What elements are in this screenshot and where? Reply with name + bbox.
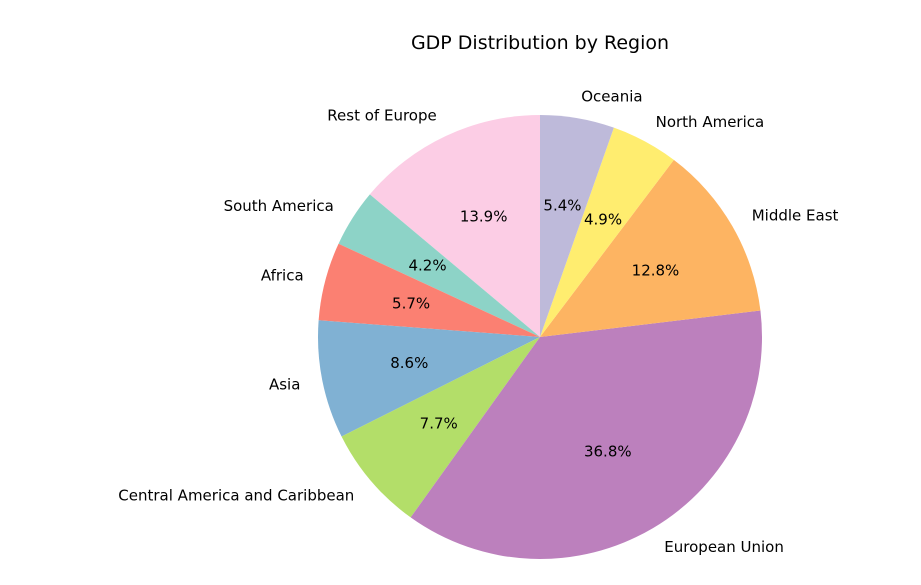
pct-label-rest-of-europe: 13.9% — [460, 207, 508, 225]
pie-slices — [318, 115, 762, 559]
slice-label-south-america: South America — [224, 197, 334, 215]
slice-north-america — [540, 127, 674, 337]
slice-rest-of-europe — [369, 115, 540, 337]
slice-central-america-and-caribbean — [341, 337, 540, 518]
slice-label-rest-of-europe: Rest of Europe — [327, 107, 436, 125]
pct-label-oceania: 5.4% — [543, 197, 581, 215]
pct-label-asia: 8.6% — [390, 354, 428, 372]
pie-labels: 13.9% Rest of Europe 4.2% South America 5.7%… — [118, 87, 838, 556]
slice-africa — [318, 243, 540, 337]
slice-label-european-union: European Union — [664, 538, 784, 556]
slice-label-north-america: North America — [656, 113, 765, 131]
pct-label-africa: 5.7% — [392, 294, 430, 312]
slice-label-central-america-and-caribbean: Central America and Caribbean — [118, 487, 354, 505]
slice-label-oceania: Oceania — [581, 87, 642, 105]
pct-label-north-america: 4.9% — [584, 211, 622, 229]
slice-label-africa: Africa — [261, 267, 304, 285]
chart-title: GDP Distribution by Region — [411, 32, 669, 54]
slice-european-union — [410, 310, 762, 559]
slice-asia — [318, 320, 540, 437]
pct-label-south-america: 4.2% — [408, 257, 446, 275]
pct-label-middle-east: 12.8% — [632, 262, 680, 280]
slice-label-asia: Asia — [269, 375, 300, 393]
pct-label-european-union: 36.8% — [584, 443, 632, 461]
slice-label-middle-east: Middle East — [752, 206, 839, 224]
slice-south-america — [338, 194, 540, 337]
slice-oceania — [540, 115, 614, 337]
slice-middle-east — [540, 159, 761, 337]
pct-label-central-america-and-caribbean: 7.7% — [420, 415, 458, 433]
